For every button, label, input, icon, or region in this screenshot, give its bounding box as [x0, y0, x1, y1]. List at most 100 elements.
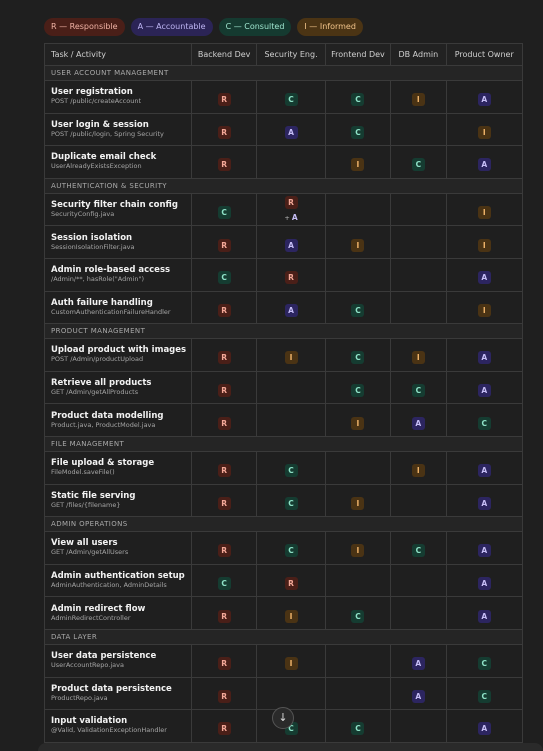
raci-cell: I	[324, 145, 392, 179]
raci-badge-r: R	[217, 464, 231, 478]
raci-cell: I	[390, 450, 447, 485]
raci-badge-c: C	[351, 384, 365, 398]
arrow-down-icon: ↓	[278, 711, 288, 724]
raci-badge-r: R	[217, 125, 231, 139]
raci-cell	[390, 192, 447, 227]
raci-cell: A	[445, 483, 523, 518]
raci-badge-a: A	[477, 544, 491, 558]
raci-cell: A	[445, 450, 523, 485]
raci-cell	[390, 225, 447, 259]
legend-item-c: C — Consulted	[218, 18, 292, 36]
raci-cell: A	[256, 112, 326, 147]
task-detail: UserAlreadyExistsException	[51, 162, 142, 171]
section-row: DATA LAYER	[44, 628, 523, 645]
raci-cell: I	[445, 225, 523, 259]
task-detail: Product.java, ProductModel.java	[51, 420, 156, 429]
raci-badge-i: I	[351, 544, 365, 558]
raci-cell: R	[256, 563, 326, 598]
raci-badge-r: R	[217, 93, 231, 107]
raci-cell: I	[324, 531, 392, 565]
raci-badge-r: R	[217, 238, 231, 252]
raci-cell	[390, 563, 447, 598]
raci-badge-c: C	[217, 271, 231, 285]
raci-badge-i: I	[477, 125, 491, 139]
raci-cell: R	[190, 483, 258, 518]
table-row: Security filter chain config SecurityConf…	[44, 192, 523, 227]
task-cell: Duplicate email check UserAlreadyExistsEx…	[44, 145, 192, 179]
task-cell: Static file serving GET /files/{filename}	[44, 483, 192, 518]
task-cell: Security filter chain config SecurityConf…	[44, 192, 192, 227]
raci-cell: C	[324, 112, 392, 147]
section-title: FILE MANAGEMENT	[44, 435, 523, 452]
raci-cell: R	[190, 596, 258, 630]
raci-badge-c: C	[217, 577, 231, 591]
task-name: Duplicate email check	[51, 152, 157, 163]
raci-badge-r: R	[217, 657, 231, 671]
raci-badge-a: A	[284, 303, 298, 317]
raci-badge-c: C	[351, 351, 365, 365]
raci-cell	[256, 676, 326, 711]
raci-badge-c: C	[284, 464, 298, 478]
raci-badge-a: A	[477, 609, 491, 623]
raci-cell: I	[256, 338, 326, 372]
raci-badge-c: C	[411, 544, 425, 558]
legend-item-r: R — Responsible	[44, 18, 125, 36]
raci-badge-c: C	[411, 158, 425, 172]
raci-cell: C	[256, 531, 326, 565]
raci-badge-c: C	[351, 303, 365, 317]
task-cell: User data persistence UserAccountRepo.jav…	[44, 643, 192, 678]
raci-cell: A	[445, 596, 523, 630]
raci-badge-a: A	[291, 213, 298, 223]
legend-item-i: I — Informed	[297, 18, 363, 36]
raci-badge-a: A	[477, 93, 491, 107]
task-detail: FileModel.saveFile()	[51, 468, 115, 477]
task-cell: Session isolation SessionIsolationFilter.…	[44, 225, 192, 259]
raci-badge-c: C	[284, 93, 298, 107]
raci-badge-a: A	[477, 496, 491, 510]
raci-cell: C	[324, 80, 392, 114]
raci-badge-r: R	[217, 351, 231, 365]
raci-cell: C	[390, 145, 447, 179]
raci-badge-a: A	[477, 351, 491, 365]
task-cell: Auth failure handling CustomAuthenticatio…	[44, 290, 192, 325]
raci-cell	[324, 192, 392, 227]
section-title: AUTHENTICATION & SECURITY	[44, 177, 523, 194]
column-header: Frontend Dev	[324, 43, 392, 66]
task-detail: POST /public/createAccount	[51, 97, 142, 106]
task-detail: UserAccountRepo.java	[51, 661, 124, 670]
table-row: Admin redirect flow AdminRedirectControll…	[44, 596, 523, 630]
raci-cell	[390, 483, 447, 518]
raci-badge-i: I	[411, 351, 425, 365]
raci-badge-a: A	[477, 464, 491, 478]
raci-badge-i: I	[477, 238, 491, 252]
raci-badge-a: A	[411, 657, 425, 671]
raci-cell: R	[190, 225, 258, 259]
raci-cell: R	[190, 676, 258, 711]
scroll-down-button[interactable]: ↓	[272, 707, 294, 729]
raci-cell	[324, 450, 392, 485]
raci-cell	[324, 676, 392, 711]
raci-cell: R	[190, 450, 258, 485]
raci-cell: C	[190, 192, 258, 227]
raci-cell: C	[190, 257, 258, 292]
raci-cell	[256, 145, 326, 179]
raci-badge-a: A	[477, 722, 491, 736]
raci-badge-i: I	[351, 496, 365, 510]
raci-badge-c: C	[351, 93, 365, 107]
raci-cell	[390, 257, 447, 292]
task-detail: @Valid, ValidationExceptionHandler	[51, 726, 167, 735]
section-title: PRODUCT MANAGEMENT	[44, 323, 523, 340]
table-row: Admin authentication setup AdminAuthentic…	[44, 563, 523, 598]
raci-badge-i: I	[351, 416, 365, 430]
task-name: Session isolation	[51, 232, 133, 243]
raci-badge-c: C	[284, 496, 298, 510]
raci-cell: C	[324, 290, 392, 325]
raci-badge-r: R	[284, 271, 298, 285]
header-row: Task / Activity Backend Dev Security Eng…	[44, 43, 523, 66]
raci-badge-i: I	[284, 657, 298, 671]
task-name: File upload & storage	[51, 458, 155, 469]
raci-badge-a: A	[411, 416, 425, 430]
task-name: Security filter chain config	[51, 200, 178, 211]
task-cell: Retrieve all products GET /Admin/getAllPr…	[44, 370, 192, 405]
raci-matrix-table: Task / Activity Backend Dev Security Eng…	[44, 43, 523, 743]
